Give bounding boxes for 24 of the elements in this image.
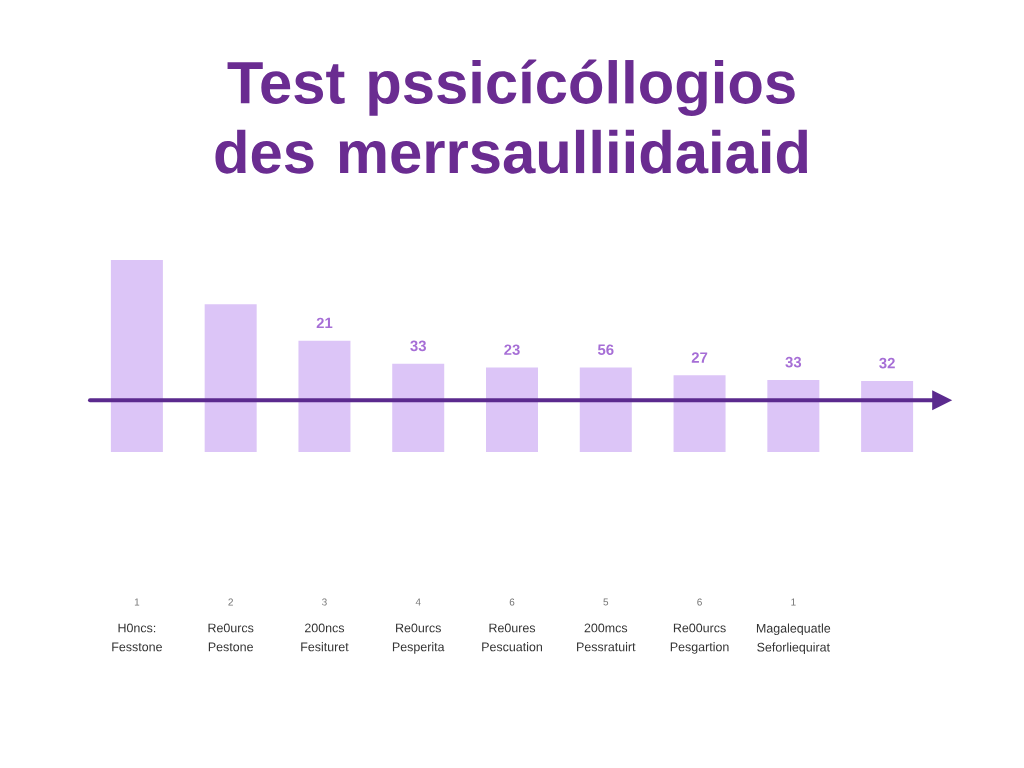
x-tick-label: H0ncs: Fesstone: [112, 623, 162, 652]
annotation: 33: [410, 340, 426, 352]
text: 1: [134, 598, 140, 606]
text: 4: [415, 598, 421, 606]
text: 1: [791, 598, 796, 606]
annotation: 21: [316, 317, 333, 329]
x-tick-label: 200ncs Fesituret: [301, 623, 349, 652]
text: 5: [603, 598, 609, 606]
x-tick-label: 200mcs Pessratuirt: [577, 623, 636, 652]
x-tick-label: Re0urcs Pestone: [208, 623, 254, 652]
text: 3: [322, 598, 327, 606]
x-tick-label: Re0ures Pescuation: [482, 623, 542, 652]
annotation: 33: [785, 356, 802, 368]
text: 6: [509, 598, 515, 606]
chart-title: Test pssicícóllogios des merrsaulliidaiaid: [215, 59, 808, 174]
x-tick-label: Re0urcs Pesperita: [392, 623, 445, 654]
annotation: 56: [597, 344, 614, 355]
annotation: 23: [504, 344, 520, 355]
x-tick-label: Re00urcs Pesgartion: [670, 623, 729, 654]
text: 6: [697, 598, 702, 606]
text: 2: [228, 598, 233, 606]
x-tick-label: Magalequatle Seforliequirat: [756, 623, 831, 655]
annotation: 32: [879, 357, 895, 369]
annotation: 27: [691, 352, 708, 363]
